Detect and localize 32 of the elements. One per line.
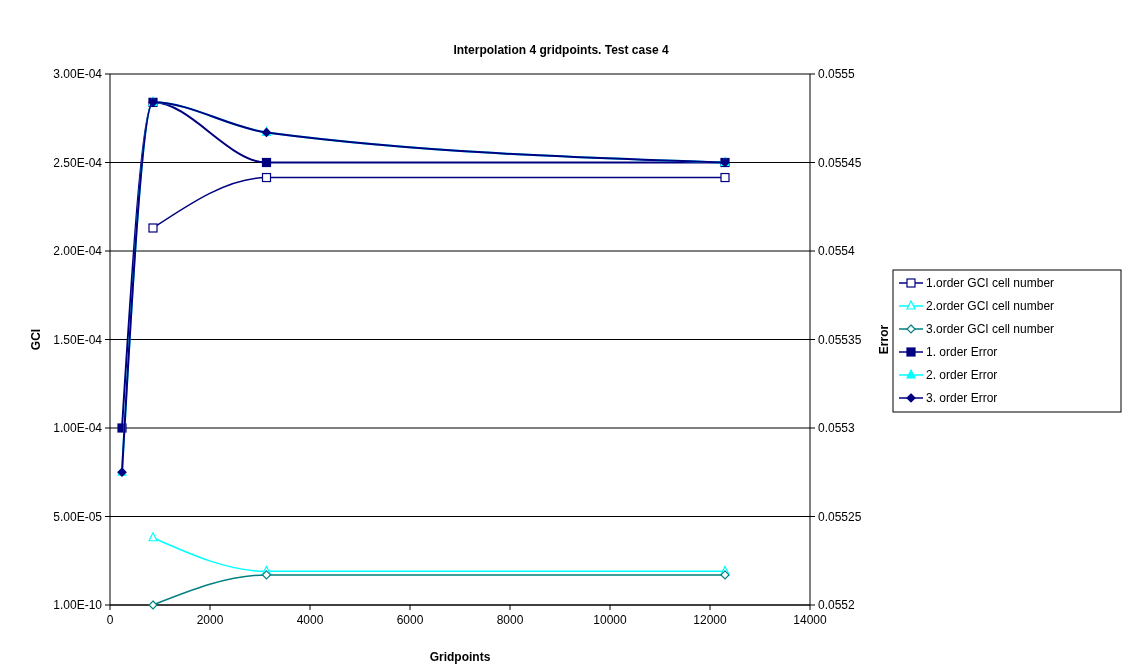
- x-tick-label: 4000: [296, 613, 324, 627]
- y2-axis-title: Error: [877, 324, 891, 355]
- y-tick-label: 1.00E-10: [53, 598, 103, 613]
- y2-tick-label: 0.05535: [818, 332, 862, 347]
- y-tick-label: 1.50E-04: [53, 332, 103, 347]
- y-tick-label: 3.00E-04: [53, 67, 103, 82]
- y-tick-label: 1.00E-04: [53, 421, 103, 436]
- x-tick-label: 10000: [593, 613, 628, 627]
- y2-tick-label: 0.0553: [818, 421, 856, 436]
- x-tick-label: 12000: [693, 613, 728, 627]
- y2-tick-label: 0.0552: [818, 598, 856, 613]
- x-axis-title: Gridpoints: [429, 650, 491, 664]
- legend-label: 3.order GCI cell number: [926, 322, 1055, 337]
- legend-label: 2. order Error: [926, 368, 998, 383]
- legend-label: 3. order Error: [926, 391, 998, 406]
- legend-label: 1.order GCI cell number: [926, 276, 1055, 291]
- x-tick-label: 6000: [396, 613, 424, 627]
- chart-title: Interpolation 4 gridpoints. Test case 4: [453, 43, 669, 57]
- y2-tick-label: 0.05545: [818, 155, 862, 170]
- legend-label: 2.order GCI cell number: [926, 299, 1055, 314]
- y2-tick-label: 0.0554: [818, 244, 856, 259]
- y2-tick-label: 0.05525: [818, 509, 862, 524]
- y-tick-label: 2.50E-04: [53, 155, 103, 170]
- x-tick-label: 8000: [496, 613, 524, 627]
- x-tick-label: 0: [106, 613, 114, 627]
- y-tick-label: 2.00E-04: [53, 244, 103, 259]
- x-tick-label: 14000: [793, 613, 828, 627]
- legend-label: 1. order Error: [926, 345, 998, 360]
- y-tick-label: 5.00E-05: [53, 509, 103, 524]
- y2-tick-label: 0.0555: [818, 67, 856, 82]
- y-axis-title: GCI: [29, 328, 43, 351]
- x-tick-label: 2000: [196, 613, 224, 627]
